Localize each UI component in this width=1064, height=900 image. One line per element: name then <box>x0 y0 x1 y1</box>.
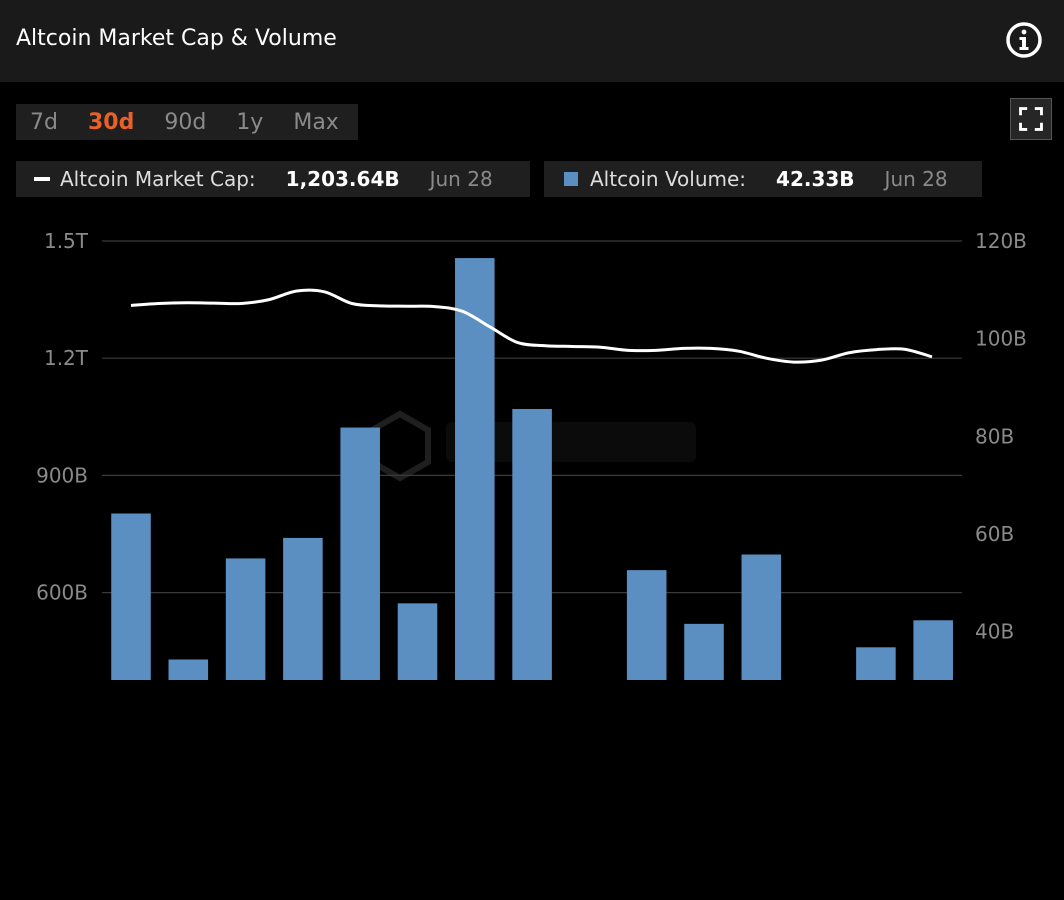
volume-bar <box>455 258 495 680</box>
left-axis-tick: 600B <box>36 581 88 605</box>
fullscreen-icon[interactable] <box>1010 98 1052 140</box>
bar-swatch <box>564 172 578 186</box>
volume-bar <box>626 570 667 680</box>
right-axis-tick: 120B <box>975 229 1027 253</box>
volume-bar <box>168 659 209 680</box>
right-axis-tick: 40B <box>975 620 1014 644</box>
tab-1y[interactable]: 1y <box>236 109 264 135</box>
market-cap-line <box>130 288 933 364</box>
volume-bar <box>684 623 724 680</box>
volume-bar <box>225 558 266 680</box>
tab-30d[interactable]: 30d <box>87 109 135 135</box>
volume-bar <box>512 408 552 680</box>
left-axis-tick: 1.2T <box>44 346 89 370</box>
tab-90d[interactable]: 90d <box>164 109 207 135</box>
tab-7d[interactable]: 7d <box>30 109 58 135</box>
volume-bar <box>397 603 438 680</box>
right-axis-tick: 80B <box>975 424 1014 448</box>
legend-volume-label: Altcoin Volume: <box>590 167 747 191</box>
volume-bar <box>856 647 896 680</box>
legend-market-cap-label: Altcoin Market Cap: <box>60 167 256 191</box>
legend-volume: Altcoin Volume: 42.33B Jun 28 <box>544 161 982 197</box>
volume-bar <box>741 554 782 680</box>
legend-volume-value: 42.33B <box>776 167 855 191</box>
time-range-tabs: 7d 30d 90d 1y Max <box>16 104 358 140</box>
left-axis-tick: 900B <box>36 463 88 487</box>
volume-bar <box>111 513 151 680</box>
legend-market-cap: Altcoin Market Cap: 1,203.64B Jun 28 <box>16 161 530 197</box>
line-swatch <box>34 177 50 181</box>
tab-max[interactable]: Max <box>293 109 339 135</box>
page-title: Altcoin Market Cap & Volume <box>16 26 337 51</box>
volume-bar <box>913 620 953 680</box>
legend-volume-date: Jun 28 <box>884 167 948 191</box>
right-axis-tick: 100B <box>975 327 1027 351</box>
legend-market-cap-date: Jun 28 <box>429 167 493 191</box>
info-icon[interactable] <box>1004 20 1044 60</box>
legend-market-cap-value: 1,203.64B <box>285 167 400 191</box>
right-axis-tick: 60B <box>975 522 1014 546</box>
header-bar: Altcoin Market Cap & Volume <box>0 0 1064 82</box>
market-cap-volume-chart: 0300B600B900B1.2T1.5T020B40B60B80B100B12… <box>36 229 1027 680</box>
volume-bar <box>283 537 323 680</box>
left-axis-tick: 1.5T <box>44 229 89 253</box>
volume-bar <box>340 427 380 680</box>
